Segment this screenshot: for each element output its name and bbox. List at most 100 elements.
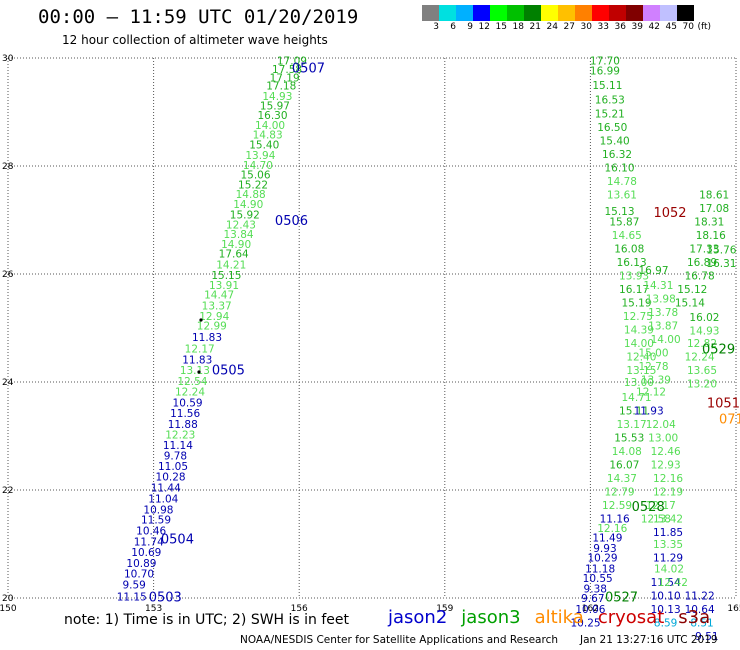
wave-height-point: 13.84	[224, 229, 254, 241]
color-legend-ticks: 3 6 9 12 15 18 21 24 27 30 33 36 39 42 45 70 (ft)	[422, 22, 711, 32]
legend-tick-label: 15	[495, 22, 507, 32]
wave-height-point: 14.31	[643, 280, 673, 292]
wave-height-point: 15.11	[592, 80, 622, 92]
legend-tick-label: 42	[648, 22, 660, 32]
wave-height-point: 12.16	[653, 473, 683, 485]
legend-swatch	[422, 5, 439, 21]
wave-height-point: 10.25	[571, 617, 601, 629]
wave-height-point: 14.65	[612, 230, 642, 242]
wave-height-point: 17.08	[699, 203, 729, 215]
credit-text: NOAA/NESDIS Center for Satellite Applica…	[240, 634, 558, 646]
orbit-number-label: 1052	[653, 206, 686, 221]
wave-height-point: 14.78	[607, 176, 637, 188]
y-tick-label: 20	[2, 594, 14, 604]
wave-height-point: 11.83	[182, 354, 212, 366]
wave-height-point: 12.04	[646, 419, 676, 431]
wave-height-point: 10.55	[583, 573, 613, 585]
y-tick-label: 28	[2, 162, 14, 172]
legend-tick-label: 12	[478, 22, 490, 32]
wave-height-point: 13.93	[619, 271, 649, 283]
wave-height-point: 13.61	[607, 190, 637, 202]
wave-height-point: 12.24	[175, 387, 205, 399]
chart-subtitle: 12 hour collection of altimeter wave hei…	[62, 33, 328, 47]
credit-line: NOAA/NESDIS Center for Satellite Applica…	[240, 634, 718, 646]
wave-height-point: 17.64	[219, 248, 249, 260]
wave-height-point: 18.16	[696, 230, 726, 242]
wave-height-point: 16.02	[689, 312, 719, 324]
wave-height-point: 10.70	[124, 569, 154, 581]
wave-height-point: 10.06	[575, 604, 605, 616]
wave-height-point: 14.70	[243, 160, 273, 172]
legend-tick-label: (ft)	[697, 22, 711, 32]
wave-height-point: 14.39	[624, 325, 654, 337]
orbit-number-label: 0507	[292, 62, 325, 77]
wave-height-point: 12.82	[687, 338, 717, 350]
wave-height-point: 14.88	[236, 189, 266, 201]
wave-height-point: 16.08	[614, 244, 644, 256]
satellite-label: altika	[534, 607, 584, 628]
wave-height-point: 18.31	[694, 217, 724, 229]
wave-height-point: 11.54	[651, 577, 681, 589]
chart-grid	[7, 57, 737, 599]
wave-height-point: 16.50	[597, 122, 627, 134]
wave-height-point: 15.40	[249, 139, 279, 151]
wave-height-point: 11.49	[592, 533, 622, 545]
y-tick-label: 26	[2, 270, 14, 280]
x-tick-label: 150	[0, 604, 17, 614]
wave-height-point: 12.19	[653, 487, 683, 499]
wave-height-point: 17.18	[266, 81, 296, 93]
footer-note: note: 1) Time is in UTC; 2) SWH is in fe…	[64, 612, 350, 628]
wave-height-point: 11.22	[685, 590, 715, 602]
wave-height-point: 13.00	[624, 377, 654, 389]
wave-height-point: 16.31	[706, 258, 736, 270]
wave-height-point: 11.16	[600, 514, 630, 526]
wave-height-point: 13.15	[626, 365, 656, 377]
legend-swatch	[456, 5, 473, 21]
wave-height-point: 16.30	[257, 110, 287, 122]
wave-height-point: 13.91	[209, 280, 239, 292]
wave-height-point: 12.75	[623, 311, 653, 323]
orbit-number-label: 0528	[632, 500, 665, 515]
wave-height-point: 12.16	[597, 523, 627, 535]
wave-height-point: 16.97	[638, 265, 668, 277]
wave-height-point: 15.12	[677, 284, 707, 296]
wave-height-point: 8.59	[654, 617, 677, 629]
wave-height-point: 12.54	[177, 376, 207, 388]
wave-height-point: 15.14	[675, 298, 705, 310]
legend-swatch	[524, 5, 541, 21]
legend-swatch	[592, 5, 609, 21]
wave-height-point: 9.38	[584, 583, 607, 595]
x-tick-label: 165	[727, 604, 740, 614]
y-tick-label: 30	[2, 54, 14, 64]
wave-height-point: 9.78	[164, 450, 187, 462]
x-tick-label: 162	[582, 604, 599, 614]
wave-height-point: 12.40	[626, 352, 656, 364]
wave-height-point: 14.02	[654, 563, 684, 575]
color-legend	[422, 5, 694, 21]
wave-height-point: 14.00	[255, 120, 285, 132]
wave-height-point: 15.15	[211, 270, 241, 282]
orbit-number-label: 0529	[702, 343, 735, 358]
satellite-legend: jason2 jason3 altika cryosat s3a	[388, 607, 724, 628]
wave-height-point: 11.18	[585, 563, 615, 575]
wave-height-point: 13.17	[617, 419, 647, 431]
wave-height-point: 12.17	[185, 344, 215, 356]
wave-height-point: 10.46	[136, 526, 166, 538]
wave-height-point: 13.00	[648, 433, 678, 445]
wave-height-point: 14.90	[221, 239, 251, 251]
wave-height-point: 10.59	[173, 398, 203, 410]
data-points: 17.0917.5817.1917.1814.9315.9716.3014.00…	[117, 56, 737, 643]
marker-dot	[197, 370, 201, 374]
wave-height-point: 13.65	[687, 365, 717, 377]
wave-height-point: 10.10	[651, 590, 681, 602]
wave-height-point: 9.59	[122, 580, 145, 592]
wave-height-point: 17.09	[277, 56, 307, 68]
wave-height-point: 12.93	[651, 460, 681, 472]
legend-swatch	[473, 5, 490, 21]
wave-height-point: 17.58	[272, 64, 302, 76]
wave-height-point: 12.24	[685, 352, 715, 364]
wave-height-point: 12.99	[197, 320, 227, 332]
legend-tick-label: 36	[614, 22, 626, 32]
wave-height-point: 9.93	[593, 543, 616, 555]
satellite-label: cryosat	[597, 607, 665, 628]
